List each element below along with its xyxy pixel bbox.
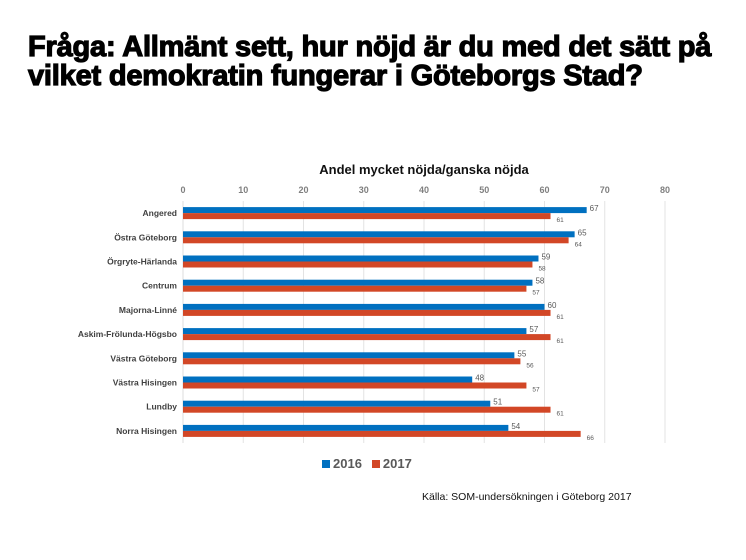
category-label: Majorna-Linné: [119, 305, 177, 315]
category-label: Västra Göteborg: [110, 353, 177, 363]
data-label-2016: 51: [493, 398, 502, 407]
data-label-2017: 58: [538, 266, 546, 273]
chart-title: Andel mycket nöjda/ganska nöjda: [319, 162, 529, 177]
category-label: Västra Hisingen: [113, 378, 177, 388]
legend-item-2016: 2016: [322, 456, 362, 471]
category-label: Centrum: [142, 281, 177, 291]
x-tick-label: 20: [298, 185, 308, 195]
bar-2017: [183, 358, 521, 365]
data-label-2016: 57: [529, 325, 538, 334]
bar-2016: [183, 352, 515, 359]
data-label-2017: 61: [557, 411, 565, 418]
bar-2016: [183, 376, 473, 383]
bar-2016: [183, 279, 533, 286]
bar-2017: [183, 261, 533, 268]
category-label: Norra Hisingen: [116, 426, 177, 436]
data-label-2016: 67: [590, 204, 599, 213]
slide-title: Fråga: Allmänt sett, hur nöjd är du med …: [27, 31, 712, 92]
bar-2016: [183, 231, 575, 238]
data-label-2017: 57: [532, 290, 540, 297]
bar-2017: [183, 334, 551, 341]
data-label-2016: 58: [535, 277, 544, 286]
x-tick-label: 70: [600, 185, 610, 195]
bar-2017: [183, 406, 551, 413]
chart-legend: 2016 2017: [322, 456, 422, 471]
data-label-2016: 48: [475, 374, 484, 383]
category-label: Askim-Frölunda-Högsbo: [78, 329, 177, 339]
legend-item-2017: 2017: [371, 456, 412, 471]
legend-label-2016: 2016: [333, 456, 362, 471]
data-label-2016: 60: [548, 301, 557, 310]
legend-swatch-2017: [371, 459, 380, 468]
x-tick-label: 50: [479, 185, 489, 195]
category-label: Örgryte-Härlanda: [107, 257, 177, 267]
bar-2016: [183, 303, 545, 310]
bar-2017: [183, 309, 551, 316]
x-tick-label: 80: [660, 185, 670, 195]
bar-2016: [183, 328, 527, 335]
x-tick-label: 10: [238, 185, 248, 195]
data-label-2017: 64: [575, 241, 583, 248]
category-label: Angered: [143, 208, 177, 218]
x-tick-label: 30: [359, 185, 369, 195]
data-label-2017: 61: [557, 314, 565, 321]
bar-2017: [183, 285, 527, 292]
bar-2017: [183, 430, 581, 437]
source-note: Källa: SOM-undersökningen i Göteborg 201…: [422, 491, 632, 503]
bar-2017: [183, 382, 527, 389]
data-label-2016: 55: [517, 349, 526, 358]
bar-2016: [183, 207, 587, 214]
bar-2016: [183, 255, 539, 262]
x-tick-label: 60: [539, 185, 549, 195]
legend-swatch-2016: [322, 459, 330, 468]
bar-2017: [183, 237, 569, 244]
category-label: Lundby: [146, 402, 177, 412]
data-label-2017: 61: [557, 338, 565, 345]
legend-label-2017: 2017: [382, 456, 412, 471]
x-tick-label: 0: [180, 185, 185, 195]
data-label-2016: 59: [541, 253, 550, 262]
data-label-2016: 65: [578, 228, 587, 237]
x-tick-label: 40: [419, 185, 429, 195]
data-label-2017: 66: [587, 435, 595, 442]
bar-2016: [183, 400, 491, 407]
data-label-2016: 54: [511, 422, 520, 431]
data-label-2017: 61: [557, 217, 565, 224]
category-label: Östra Göteborg: [114, 232, 177, 242]
data-label-2017: 57: [532, 387, 540, 394]
bar-2017: [183, 213, 551, 220]
data-label-2017: 56: [526, 362, 534, 369]
bar-2016: [183, 424, 509, 431]
